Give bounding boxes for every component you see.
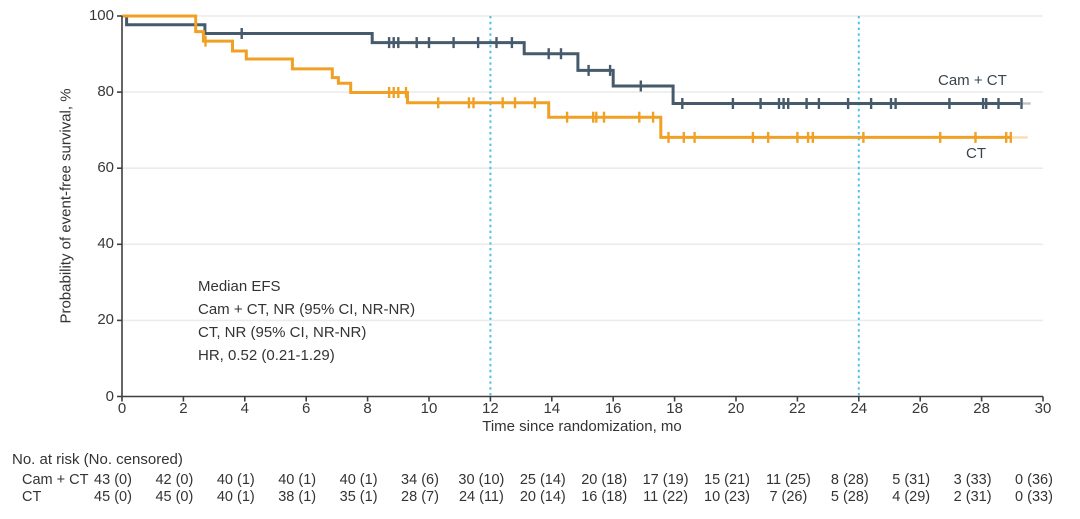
risk-value: 11 (25) [765,472,811,488]
x-tick-label-20: 20 [727,400,745,417]
risk-value: 40 (1) [339,472,378,488]
risk-value: 4 (29) [892,489,931,505]
risk-value: 40 (1) [216,472,255,488]
risk-value: 35 (1) [339,489,378,505]
median-efs-annotation: Median EFS Cam + CT, NR (95% CI, NR-NR) … [198,275,415,367]
x-tick-label-26: 26 [911,400,929,417]
risk-value: 42 (0) [155,472,194,488]
curve-label-ct: CT [966,145,986,162]
y-tick-label-20: 20 [97,311,114,329]
risk-value: 15 (21) [704,472,750,488]
x-tick-label-12: 12 [482,400,499,417]
risk-value: 16 (18) [581,489,628,505]
x-axis-title: Time since randomization, mo [482,418,682,435]
x-tick-label-24: 24 [850,400,868,417]
x-tick-label-6: 6 [302,400,311,417]
risk-value: 10 (23) [704,489,750,505]
risk-value: 0 (36) [1015,472,1053,488]
y-tick-label-80: 80 [97,83,114,101]
risk-value: 7 (26) [769,489,808,505]
y-tick-label-60: 60 [97,159,114,177]
x-tick-label-2: 2 [179,400,188,417]
x-tick-label-10: 10 [420,400,438,417]
risk-value: 20 (14) [519,489,566,505]
risk-value: 34 (6) [401,472,439,488]
risk-value: 5 (31) [892,472,931,488]
curve-series-0 [122,14,1020,105]
risk-value: 45 (0) [155,489,194,505]
annotation-line-median: Median EFS [198,278,281,295]
risk-value: 0 (33) [1015,489,1053,505]
risk-value: 30 (10) [458,472,505,488]
x-tick-label-22: 22 [789,400,806,417]
risk-value: 24 (11) [458,489,504,505]
risk-value: 25 (14) [519,472,566,488]
risk-value: 40 (1) [216,489,255,505]
annotation-line-ct: CT, NR (95% CI, NR-NR) [198,324,367,341]
y-axis-title: Probability of event-free survival, % [57,88,75,324]
risk-table-title: No. at risk (No. censored) [12,451,183,468]
x-tick-label-30: 30 [1034,400,1052,417]
x-tick-label-14: 14 [543,400,561,417]
risk-value: 5 (28) [830,489,869,505]
risk-value: 2 (31) [953,489,992,505]
x-tick-label-4: 4 [240,400,249,417]
x-tick-label-0: 0 [117,400,127,417]
y-tick-label-40: 40 [97,235,114,253]
risk-value: 45 (0) [94,489,132,505]
risk-row-label-0: Cam + CT [22,472,89,488]
risk-value: 17 (19) [642,472,689,488]
annotation-line-hr: HR, 0.52 (0.21-1.29) [198,347,335,364]
x-tick-label-8: 8 [363,400,372,417]
risk-value: 43 (0) [94,472,132,488]
risk-value: 40 (1) [278,472,317,488]
risk-value: 3 (33) [953,472,992,488]
risk-value: 20 (18) [581,472,628,488]
x-tick-label-28: 28 [973,400,990,417]
y-tick-label-100: 100 [88,7,114,24]
curve-series-1 [122,14,1011,139]
risk-row-label-1: CT [22,489,42,505]
risk-value: 28 (7) [401,489,439,505]
y-tick-label-0: 0 [105,387,114,405]
x-tick-label-16: 16 [604,400,622,417]
risk-value: 38 (1) [278,489,317,505]
risk-value: 8 (28) [830,472,869,488]
curve-label-cam-ct: Cam + CT [938,72,1007,89]
risk-value: 11 (22) [643,489,689,505]
annotation-line-camct: Cam + CT, NR (95% CI, NR-NR) [198,301,416,318]
x-tick-label-18: 18 [666,400,683,417]
